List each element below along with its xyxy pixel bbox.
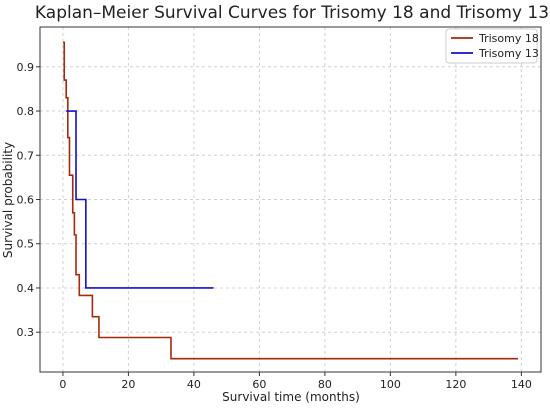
x-tick-label: 80	[318, 378, 332, 391]
y-tick-label: 0.8	[17, 105, 35, 118]
y-tick-label: 0.5	[17, 238, 35, 251]
x-tick-label: 100	[380, 378, 401, 391]
legend: Trisomy 18 Trisomy 13	[445, 28, 539, 64]
tick-layer: 0 20 40 60 80 100 120 140 0.3 0.4 0.5 0.6 0.7 0.8 0.9	[17, 61, 532, 391]
x-tick-label: 140	[511, 378, 532, 391]
y-tick-label: 0.4	[17, 282, 35, 295]
series-layer	[62, 41, 519, 360]
legend-label-trisomy-13: Trisomy 13	[478, 47, 539, 60]
y-tick-label: 0.6	[17, 194, 35, 207]
legend-label-trisomy-18: Trisomy 18	[478, 32, 539, 45]
series-line-trisomy-18	[62, 41, 519, 360]
x-axis-label: Survival time (months)	[222, 390, 360, 404]
y-axis-label: Survival probability	[1, 142, 15, 258]
x-tick-label: 120	[445, 378, 466, 391]
series-line-trisomy-13	[66, 110, 214, 289]
x-tick-label: 60	[252, 378, 266, 391]
y-tick-label: 0.9	[17, 61, 35, 74]
x-tick-label: 40	[187, 378, 201, 391]
x-tick-label: 20	[121, 378, 135, 391]
grid-layer	[40, 27, 541, 372]
chart-title: Kaplan–Meier Survival Curves for Trisomy…	[35, 3, 549, 23]
y-tick-label: 0.7	[17, 149, 35, 162]
plot-frame	[39, 26, 542, 373]
y-tick-label: 0.3	[17, 326, 35, 339]
x-tick-label: 0	[59, 378, 66, 391]
